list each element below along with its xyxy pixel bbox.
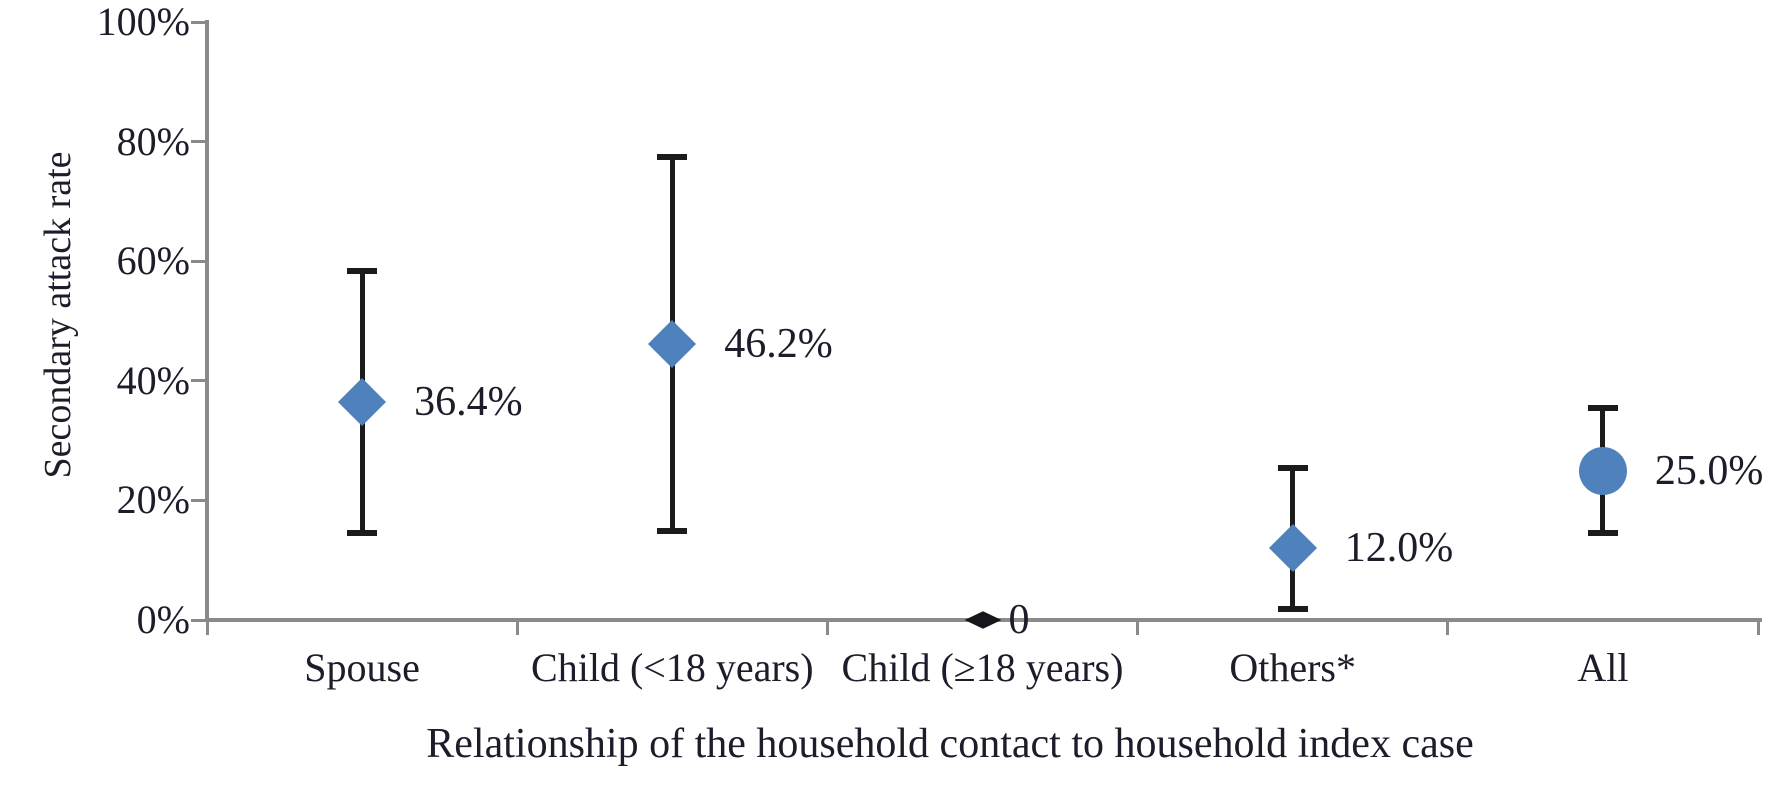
- error-bar-cap: [347, 268, 378, 275]
- data-marker: [964, 611, 1001, 629]
- y-tick: [191, 259, 207, 263]
- data-label: 36.4%: [414, 379, 523, 426]
- error-bar-cap: [347, 530, 378, 537]
- y-axis-line: [205, 20, 209, 622]
- error-bar-cap: [1587, 530, 1618, 537]
- y-tick-label: 40%: [116, 357, 190, 403]
- x-tick: [1756, 622, 1760, 635]
- y-tick-label: 80%: [116, 118, 190, 164]
- category-label: Spouse: [304, 645, 420, 690]
- error-bar-cap: [657, 528, 688, 535]
- error-bar-cap: [1277, 464, 1308, 471]
- y-tick-label: 100%: [96, 0, 190, 44]
- y-tick: [191, 20, 207, 24]
- data-label: 0: [1008, 597, 1030, 643]
- data-label: 46.2%: [724, 320, 833, 367]
- category-label: Others*: [1229, 645, 1356, 690]
- data-label: 12.0%: [1344, 525, 1454, 572]
- error-bar-cap: [657, 153, 688, 160]
- x-tick: [1136, 622, 1140, 635]
- data-marker: [1268, 524, 1317, 573]
- category-label: Child (<18 years): [531, 645, 814, 690]
- error-bar-cap: [1277, 606, 1308, 613]
- x-tick: [205, 622, 209, 635]
- data-label: 25.0%: [1654, 447, 1764, 494]
- y-tick: [191, 140, 207, 144]
- category-label: All: [1577, 645, 1629, 690]
- category-label: Child (≥18 years): [841, 645, 1124, 690]
- y-tick: [191, 498, 207, 502]
- x-tick: [825, 622, 829, 635]
- y-tick: [191, 379, 207, 383]
- error-bar-cap: [1587, 404, 1618, 411]
- data-marker: [338, 378, 387, 427]
- y-tick-label: 0%: [136, 597, 190, 642]
- data-marker: [1578, 446, 1627, 495]
- data-marker: [648, 319, 697, 368]
- y-tick-label: 20%: [116, 477, 190, 523]
- y-tick-label: 60%: [116, 238, 190, 284]
- y-tick: [191, 618, 207, 622]
- x-tick: [515, 622, 519, 635]
- x-axis-title: Relationship of the household contact to…: [426, 721, 1474, 767]
- x-tick: [1446, 622, 1450, 635]
